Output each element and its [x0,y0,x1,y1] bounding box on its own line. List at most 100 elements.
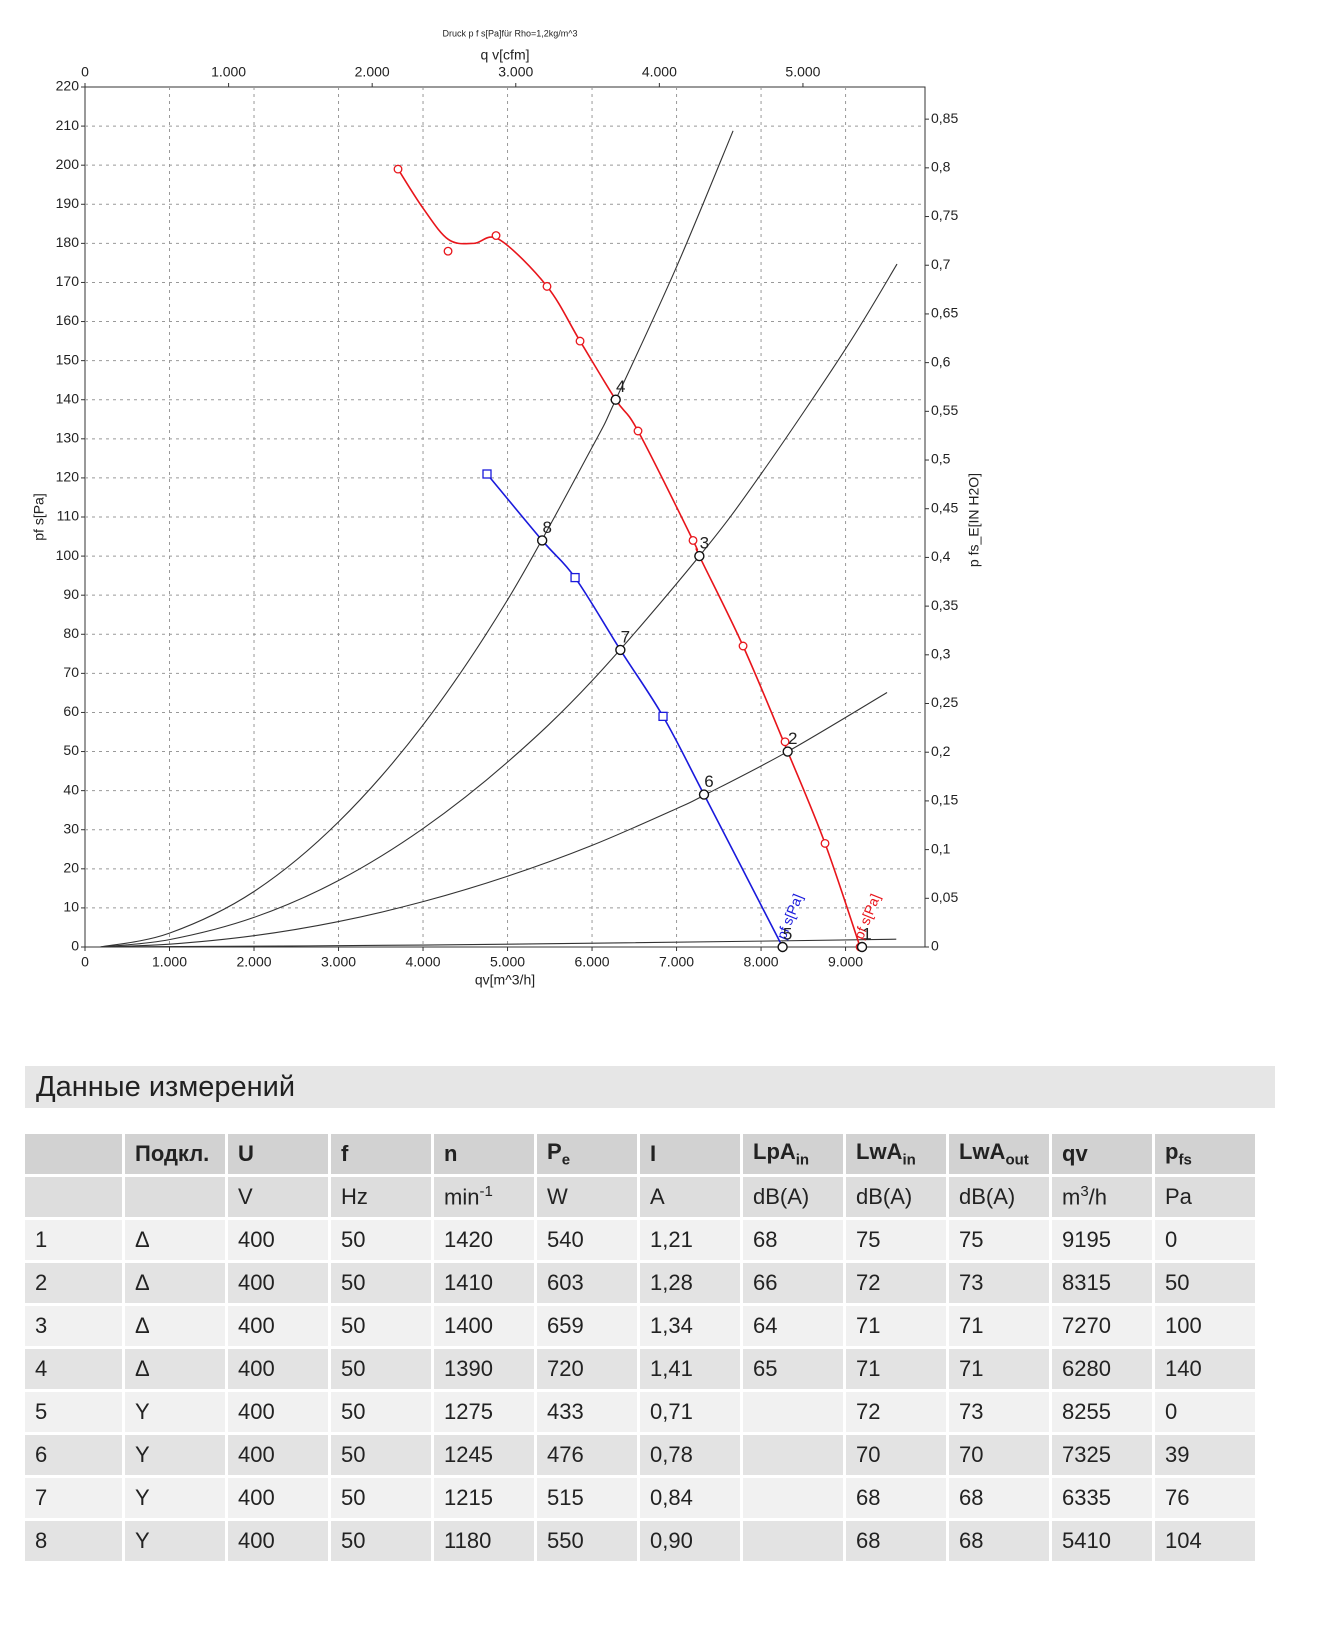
table-cell: 1400 [434,1306,534,1346]
x2-tick-label: 1.000 [211,64,246,80]
table-cell: Pe [537,1134,637,1174]
operating-point-label: 5 [783,924,792,943]
cell-sub: e [561,1151,571,1169]
series-marker [688,536,698,545]
y-tick-label: 10 [63,899,79,915]
table-cell [25,1177,122,1217]
cell-sub: in [902,1151,916,1169]
table-cell: n [434,1134,534,1174]
y-tick-label: 70 [63,664,79,680]
table-cell: 9195 [1052,1220,1152,1260]
table-cell [125,1177,225,1217]
cell-text: P [547,1139,562,1165]
x-tick-label: 8.000 [744,954,779,970]
y-tick-label: 50 [63,742,79,758]
table-cell [743,1521,843,1561]
table-cell: 70 [949,1435,1049,1475]
table-cell: A [640,1177,740,1217]
operating-point-label: 8 [542,518,551,537]
y-tick-label: 40 [63,781,79,797]
y2-tick-label: 0,75 [931,207,958,223]
cell-sub: in [795,1151,810,1169]
y2-tick-label: 0,55 [931,402,958,418]
table-cell: 50 [331,1263,431,1303]
operating-point-label: 7 [621,627,630,646]
y-tick-label: 170 [56,273,80,289]
table-cell: 1215 [434,1478,534,1518]
table-cell: 540 [537,1220,637,1260]
table-title: Данные измерений [25,1066,1275,1108]
table-cell: 50 [331,1478,431,1518]
operating-point [698,789,710,800]
series-marker [633,426,643,436]
table-cell: 104 [1155,1521,1255,1561]
y2-tick-label: 0,3 [931,646,951,662]
x-tick-label: 4.000 [406,954,441,970]
y-tick-label: 130 [56,430,80,446]
series-marker [491,231,501,240]
cell-text: LwA [959,1139,1006,1165]
table-cell: 64 [743,1306,843,1346]
y2-tick-label: 0,65 [931,305,958,321]
table-cell: Δ [125,1220,225,1260]
y-tick-label: 150 [56,351,80,367]
table-cell: 71 [949,1306,1049,1346]
table-cell [743,1478,843,1518]
table-cell [743,1435,843,1475]
cell-text: min [444,1184,480,1210]
table-cell: 50 [331,1521,431,1561]
table-cell: 0 [1155,1220,1255,1260]
x-tick-label: 3.000 [321,954,356,970]
table-cell: 1390 [434,1349,534,1389]
data-row: 8 Y 400 50 1180 550 0,90 68 68 5410 104 [25,1521,1255,1561]
table-cell: 400 [228,1435,328,1475]
cell-text: LwA [856,1139,903,1165]
system-curve [100,130,734,948]
operating-point-label: 6 [704,772,713,791]
table-cell: f [331,1134,431,1174]
table-cell: 50 [331,1306,431,1346]
table-cell: 6280 [1052,1349,1152,1389]
table-cell: 0,84 [640,1478,740,1518]
table-cell: 1,21 [640,1220,740,1260]
table-cell: Hz [331,1177,431,1217]
series-marker [658,711,668,722]
operating-point-label: 3 [700,534,709,553]
table-cell: 50 [331,1349,431,1389]
table-cell: 39 [1155,1435,1255,1475]
table-cell: 433 [537,1392,637,1432]
table-cell: LpAin [743,1134,843,1174]
cell-text: /h [1088,1184,1108,1210]
operating-point-label: 4 [616,377,625,396]
table-cell: 1420 [434,1220,534,1260]
table-cell: 68 [949,1521,1049,1561]
y2-tick-label: 0,25 [931,694,958,710]
x-tick-label: 6.000 [575,954,610,970]
table-cell: qv [1052,1134,1152,1174]
y2-tick-label: 0 [931,938,939,954]
data-row: 3 Δ 400 50 1400 659 1,34 64 71 71 7270 100 [25,1306,1255,1346]
operating-point [777,941,788,953]
x-tick-label: 1.000 [152,954,187,970]
data-row: 1 Δ 400 50 1420 540 1,21 68 75 75 9195 0 [25,1220,1255,1260]
table-cell: U [228,1134,328,1174]
table-cell: 476 [537,1435,637,1475]
table-cell: 50 [331,1220,431,1260]
table-cell: 2 [25,1263,122,1303]
table-cell: 0,71 [640,1392,740,1432]
table-cell: 0 [1155,1392,1255,1432]
table-cell: 50 [331,1435,431,1475]
table-cell: 68 [949,1478,1049,1518]
series-marker [393,164,403,174]
table-cell: 8315 [1052,1263,1152,1303]
data-row: 4 Δ 400 50 1390 720 1,41 65 71 71 6280 140 [25,1349,1255,1389]
system-curve [100,692,888,948]
table-cell: 659 [537,1306,637,1346]
table-cell: 50 [1155,1263,1255,1303]
table-cell: 5 [25,1392,122,1432]
cell-sup: 3 [1080,1183,1089,1201]
table-cell: Δ [125,1263,225,1303]
y-tick-label: 120 [56,469,80,485]
table-cell: Pa [1155,1177,1255,1217]
